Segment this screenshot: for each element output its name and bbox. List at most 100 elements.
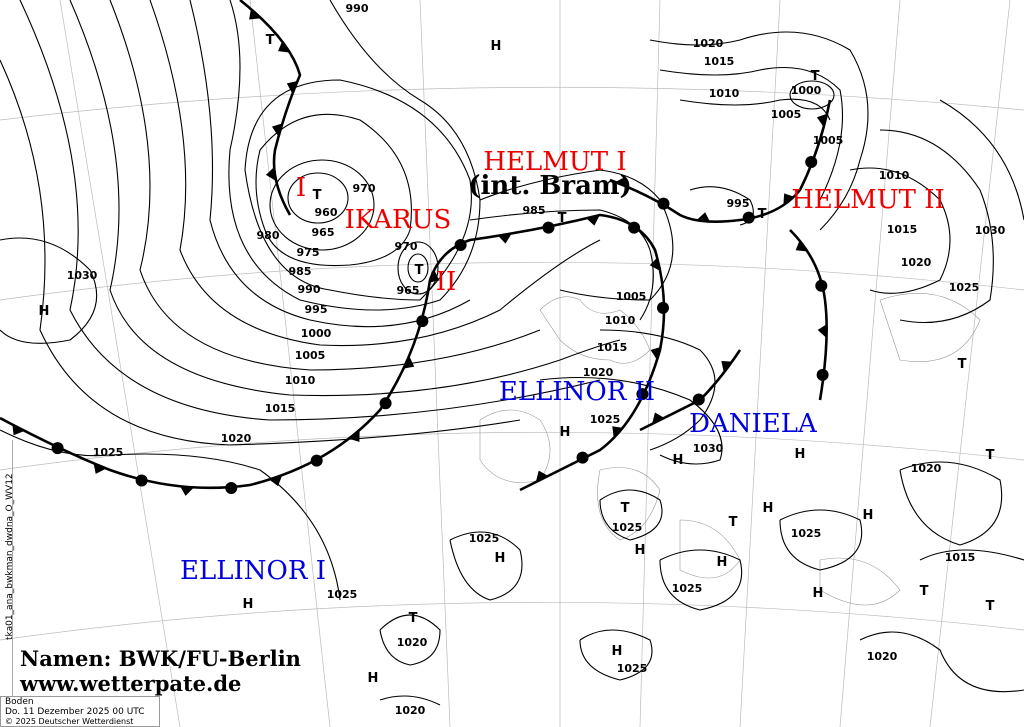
isobar-label: 1025 — [590, 413, 621, 426]
low-pressure-marker: T — [266, 33, 275, 48]
isobar-label: 970 — [395, 240, 418, 253]
cold-front-triangle — [586, 215, 600, 226]
isobar-label: 1030 — [975, 224, 1006, 237]
low-pressure-marker: T — [986, 599, 995, 614]
cold-front-triangle — [651, 412, 665, 425]
system-name: HELMUT II — [791, 185, 945, 215]
warm-front-semicircle — [416, 315, 429, 328]
warm-front-semicircle — [310, 454, 323, 467]
isobar-label: 995 — [727, 197, 750, 210]
isobar-label: 1020 — [395, 704, 426, 717]
warm-front-semicircle — [742, 211, 755, 224]
cold-front-triangle — [278, 41, 290, 53]
cold-front-triangle — [269, 475, 283, 487]
system-name: (int. Bram) — [468, 171, 632, 201]
credit-line-2[interactable]: www.wetterpate.de — [20, 671, 242, 696]
high-pressure-marker: H — [495, 551, 506, 566]
isobar-label: 1020 — [867, 650, 898, 663]
isobar-label: 1015 — [704, 55, 735, 68]
cold-front-triangle — [696, 212, 711, 222]
coastlines — [479, 293, 981, 606]
system-name: I — [296, 173, 306, 203]
info-box: Boden Do. 11 Dezember 2025 00 UTC © 2025… — [0, 696, 160, 727]
fronts — [0, 0, 832, 496]
isobar-label: 985 — [523, 204, 546, 217]
cold-front-triangle — [721, 360, 733, 373]
high-pressure-marker: H — [612, 644, 623, 659]
cold-front-triangle — [535, 470, 549, 483]
low-pressure-marker: T — [986, 448, 995, 463]
isobar-label: 1005 — [295, 349, 326, 362]
isobar-label: 1000 — [791, 84, 822, 97]
warm-front-semicircle — [657, 197, 670, 210]
isobar-label: 1025 — [617, 662, 648, 675]
high-pressure-marker: H — [795, 447, 806, 462]
system-name: HELMUT I — [483, 147, 626, 177]
warm-front-semicircle — [576, 451, 589, 464]
high-pressure-marker: H — [491, 39, 502, 54]
low-pressure-marker: T — [758, 207, 767, 222]
cold-front-triangle — [12, 424, 25, 436]
isobar-label: 1020 — [911, 462, 942, 475]
system-name: DANIELA — [689, 409, 818, 439]
isobar-label: 960 — [315, 206, 338, 219]
warm-front-semicircle — [542, 221, 555, 234]
info-divider — [12, 440, 13, 696]
isobar-label: 990 — [346, 2, 369, 15]
isobar-label: 1020 — [583, 366, 614, 379]
high-pressure-marker: H — [863, 508, 874, 523]
cold-front-triangle — [612, 426, 623, 439]
low-pressure-marker: T — [415, 263, 424, 278]
isobar-label: 1025 — [93, 446, 124, 459]
warm-front-semicircle — [815, 279, 828, 292]
warm-front-semicircle — [816, 368, 829, 381]
isobar-label: 1010 — [879, 169, 910, 182]
isobar-label: 1025 — [469, 532, 500, 545]
high-pressure-marker: H — [673, 453, 684, 468]
isobar-label: 965 — [312, 226, 335, 239]
high-pressure-marker: H — [763, 501, 774, 516]
isobar-label: 1020 — [221, 432, 252, 445]
cold-front-triangle — [795, 240, 808, 252]
low-pressure-marker: T — [558, 211, 567, 226]
warm-front-semicircle — [51, 442, 64, 455]
isobar-label: 965 — [397, 284, 420, 297]
cold-front-triangle — [498, 233, 512, 244]
isobar-label: 1010 — [285, 374, 316, 387]
name-credit: Namen: BWK/FU-Berlin www.wetterpate.de — [20, 646, 301, 696]
isobar-label: 990 — [298, 283, 321, 296]
cold-front-triangle — [403, 355, 415, 369]
isobar-label: 1005 — [771, 108, 802, 121]
warm-front-semicircle — [225, 482, 238, 495]
product-id: tka01_ana_bwkman_dwdna_O_WV12 — [5, 473, 15, 640]
isobar-label: 1030 — [693, 442, 724, 455]
cold-front-triangle — [615, 176, 629, 188]
system-name: IKARUS — [345, 205, 452, 235]
isobar-label: 1025 — [791, 527, 822, 540]
isobar-label: 1025 — [672, 582, 703, 595]
warm-front-semicircle — [379, 397, 392, 410]
cold-front-triangle — [286, 80, 298, 94]
high-pressure-marker: H — [813, 586, 824, 601]
cold-front-triangle — [272, 123, 283, 137]
low-pressure-marker: T — [811, 69, 820, 84]
isobar-label: 1015 — [945, 551, 976, 564]
warm-front-semicircle — [628, 221, 641, 234]
isobar-label: 1015 — [887, 223, 918, 236]
warm-front-semicircle — [656, 301, 669, 314]
cold-front-triangle — [817, 324, 827, 338]
cold-front-triangle — [180, 486, 194, 496]
low-pressure-marker: T — [729, 515, 738, 530]
isobar-label: 985 — [289, 265, 312, 278]
cold-front-triangle — [349, 429, 360, 442]
isobar-label: 970 — [353, 182, 376, 195]
warm-front-semicircle — [454, 238, 467, 251]
isobar-label: 995 — [305, 303, 328, 316]
high-pressure-marker: H — [243, 597, 254, 612]
isobar-label: 1010 — [709, 87, 740, 100]
isobar-label: 975 — [297, 246, 320, 259]
warm-front-semicircle — [636, 388, 649, 401]
level-label: Boden — [5, 697, 34, 707]
cold-front-triangle — [93, 463, 107, 474]
